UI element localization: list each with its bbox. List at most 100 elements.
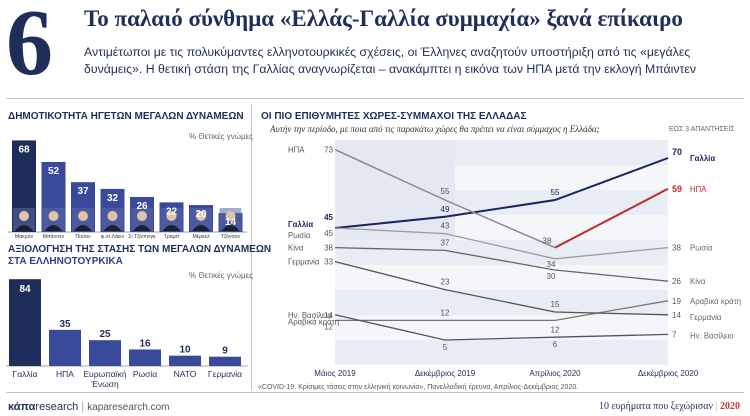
x-axis-label: Μάιος 2019 [314,369,356,378]
series-value-label: 73 [324,146,333,155]
series-name-left: ΗΠΑ [288,146,305,155]
leader-value-label: 14 [225,217,237,228]
series-name-right: ΗΠΑ [690,185,707,194]
series-value-label: 14 [672,311,681,320]
series-value-label: 38 [324,244,333,253]
leader-portrait-face [166,211,177,221]
leader-value-label: 20 [195,209,207,220]
series-name-right: Ην. Βασίλειο [690,331,734,340]
footer-url[interactable]: kaparesearch.com [87,402,170,413]
leader-value-label: 22 [166,206,178,217]
allies-line-chart: Μάιος 2019 Δεκέμβριος 2019 Απρίλιος 2020 Δε… [288,140,741,378]
series-value-label: 15 [551,300,560,309]
leader-portrait-face [78,211,88,221]
stance-category-label-line2: Ένωση [90,379,119,389]
leader-name-label: φ.ντ.Λάιεν [101,233,125,240]
series-name-right: Γαλλία [690,154,715,163]
series-name-left: Ην. Βασίλειο [288,311,332,320]
series-name-right: Αραβικά κράτη [690,297,741,306]
leader-value-label: 26 [136,201,148,212]
leader-portrait-suit [44,225,63,231]
series-value-label: 37 [441,238,450,247]
series-value-label: 12 [441,308,450,317]
series-name-left: Κίνα [288,244,304,253]
series-name-left: Γερμανία [288,258,320,267]
series-line-usa-red [554,187,669,249]
series-value-label: 38 [672,244,681,253]
footer-year: 2020 [720,401,740,412]
leader-portrait-suit [221,225,240,231]
series-value-label: 26 [672,277,681,286]
leader-value-label: 52 [48,166,60,177]
allies-chart-question: Αυτήν την περίοδο, με ποια από τις παρακ… [270,124,600,134]
flag-stripe [335,290,668,315]
leader-portrait-suit [103,225,122,231]
stance-category-label: Γαλλία [13,369,38,379]
series-name-right: Κίνα [690,277,706,286]
leader-portrait-face [107,211,118,221]
stance-bar [89,340,121,366]
stance-value-label: 25 [99,329,111,340]
stance-category-label: Ρωσία [133,369,157,379]
series-value-label: 70 [672,147,682,157]
x-axis-label: Απρίλιος 2020 [529,369,581,378]
stance-value-label: 9 [222,346,228,357]
series-value-label: 55 [441,187,450,196]
series-value-label: 45 [324,229,333,238]
stance-value-label: 16 [139,338,151,349]
series-line [334,246,669,282]
stance-bar [129,349,161,366]
leader-name-label: Μπάιντεν [43,233,65,240]
series-line [334,314,669,341]
series-name-left: Αραβικά κράτη [288,317,339,326]
leader-portrait-face [137,211,147,221]
stance-bar [169,355,201,366]
series-name-right: Γερμανία [690,313,722,322]
series-name-left: Ρωσία [288,231,311,240]
series-line [334,157,669,229]
header-divider [6,98,744,99]
leader-portrait-suit [192,225,210,231]
stance-value-label: 84 [19,284,31,295]
series-value-label: 49 [441,205,450,214]
series-value-label: 38 [543,237,552,246]
stance-chart-note: % Θετικές γνώμες [189,271,253,280]
kapa-research-logo: κάπαresearch | kaparesearch.com [8,401,170,413]
leader-name-label: Μακρόν [15,233,34,240]
series-value-label: 19 [672,297,681,306]
series-line [334,260,669,316]
flag-stripe [335,340,668,365]
series-name-right: Ρωσία [690,244,713,253]
allies-chart-title: ΟΙ ΠΙΟ ΕΠΙΘΥΜΗΤΕΣ ΧΩΡΕΣ-ΣΥΜΜΑΧΟΙ ΤΗΣ ΕΛΛ… [261,111,527,122]
leader-portrait-face [48,211,59,221]
series-value-label: 6 [553,340,558,349]
stance-category-label: Γερμανία [208,369,242,379]
leader-portrait-face [196,211,206,221]
stance-bar [209,356,241,366]
series-value-label: 12 [551,325,560,334]
series-value-label: 34 [547,260,556,269]
footer-divider [6,392,744,393]
leaders-bar-chart: 68 Μακρόν 52 Μπάιντεν 37 Πούτιν 32 φ.ντ.Λάιεν 26… [8,140,247,240]
leader-value-label: 68 [18,144,30,155]
stance-chart-subtitle: ΣΤΑ ΕΛΛΗΝΟΤΟΥΡΚΙΚΑ [8,256,123,267]
leader-portrait-face [225,211,236,221]
leader-portrait-suit [15,225,33,231]
series-value-label: 45 [324,213,333,222]
series-value-label: 33 [324,258,333,267]
series-line [335,300,669,322]
leader-name-label: Τζόνσον [221,233,241,240]
series-value-label: 14 [324,311,333,320]
stance-category-label: ΝΑΤΟ [174,369,197,379]
leader-name-label: Πούτιν [75,234,91,240]
series-value-label: 7 [672,330,677,339]
leader-value-label: 32 [107,193,119,204]
x-axis-label: Δεκέμβριος 2019 [415,369,476,378]
stance-bar [9,279,41,366]
series-name-left: Γαλλία [288,220,313,229]
stance-chart-title: ΑΞΙΟΛΟΓΗΣΗ ΤΗΣ ΣΤΑΣΗΣ ΤΩΝ ΜΕΓΑΛΩΝ ΔΥΝΑΜΕ… [8,244,272,255]
footer-right-caption: 10 ευρήματα που ξεχώρισαν [598,401,713,412]
leader-portrait-suit [162,225,181,231]
logo-text-rest: research [35,401,79,413]
